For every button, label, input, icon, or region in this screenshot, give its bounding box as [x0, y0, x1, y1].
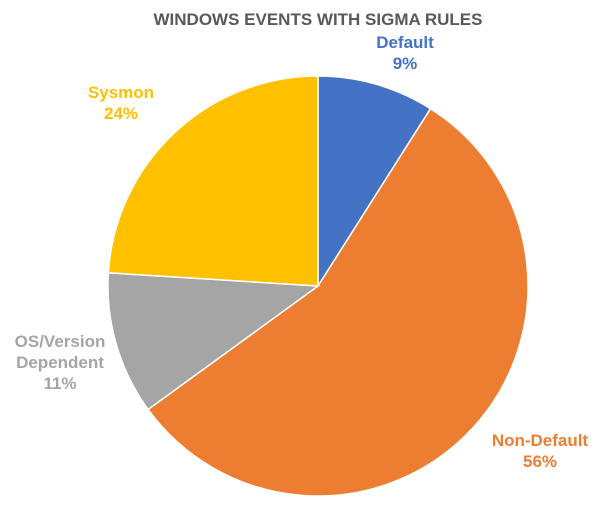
- chart-title: WINDOWS EVENTS WITH SIGMA RULES: [154, 10, 483, 29]
- slice-label-sysmon: Sysmon 24%: [88, 83, 154, 123]
- pie-slice-non-default: [147, 107, 529, 497]
- pie-slice-os-version-dependent: [107, 272, 321, 411]
- slice-label-non-default: Non-Default 56%: [492, 431, 589, 471]
- pie-labels: Default 9% Non-Default 56% OS/Version Depende…: [15, 33, 589, 471]
- slice-name-default: Default: [376, 33, 434, 52]
- slice-label-default: Default 9%: [376, 33, 434, 73]
- pie-slice-default: [317, 75, 432, 289]
- slice-value-default: 9%: [393, 54, 418, 73]
- slice-name-os-version-dependent: OS/Version Dependent: [15, 332, 106, 372]
- slice-label-os-version-dependent: OS/Version Dependent 11%: [15, 332, 106, 393]
- pie-slices: [107, 75, 529, 497]
- slice-value-non-default: 56%: [523, 452, 557, 471]
- slice-name-sysmon: Sysmon: [88, 83, 154, 102]
- slice-value-os-version-dependent: 11%: [43, 374, 76, 393]
- pie-slice-sysmon: [107, 75, 319, 287]
- slice-value-sysmon: 24%: [104, 104, 138, 123]
- slice-name-non-default: Non-Default: [492, 431, 589, 450]
